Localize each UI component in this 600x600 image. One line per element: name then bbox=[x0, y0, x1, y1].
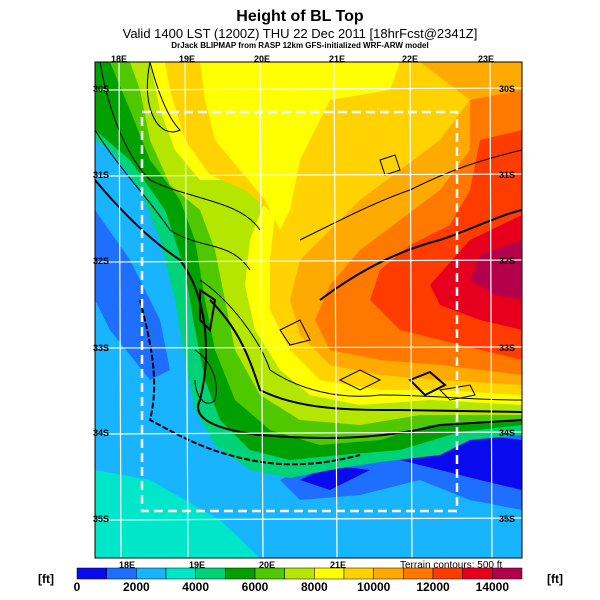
colorbar-segment bbox=[284, 567, 315, 580]
colorbar-unit-right: [ft] bbox=[547, 572, 563, 586]
lat-label-left: 35S bbox=[92, 514, 110, 524]
inner-domain-boundary bbox=[140, 110, 459, 513]
colorbar-segment bbox=[343, 567, 374, 580]
valid-time-subtitle: Valid 1400 LST (1200Z) THU 22 Dec 2011 [… bbox=[122, 26, 478, 41]
colorbar-segment bbox=[136, 567, 167, 580]
lat-label-right: 33S bbox=[498, 343, 516, 353]
model-credit: DrJack BLIPMAP from RASP 12km GFS-initia… bbox=[171, 41, 429, 50]
lon-label-top: 23E bbox=[477, 54, 495, 64]
colorbar-segment bbox=[225, 567, 256, 580]
lat-label-left: 32S bbox=[92, 256, 110, 266]
colorbar-tick-label: 12000 bbox=[416, 580, 450, 594]
colorbar-tick-label: 2000 bbox=[122, 580, 150, 594]
lon-label-bottom: 19E bbox=[188, 560, 206, 570]
terrain-contours bbox=[95, 62, 522, 466]
deep-ocean-blue bbox=[95, 210, 522, 510]
colorbar bbox=[76, 567, 523, 580]
lon-label-top: 21E bbox=[328, 54, 346, 64]
colorbar-tick-label: 4000 bbox=[182, 580, 210, 594]
colorbar-unit-left: [ft] bbox=[38, 572, 54, 586]
lat-label-left: 30S bbox=[92, 84, 110, 94]
lon-label-top: 22E bbox=[401, 54, 419, 64]
lat-label-left: 33S bbox=[92, 343, 110, 353]
colorbar-segment bbox=[76, 567, 107, 580]
lat-label-left: 31S bbox=[92, 170, 110, 180]
lon-label-top: 18E bbox=[110, 54, 128, 64]
colorbar-tick-label: 0 bbox=[73, 580, 81, 594]
colorbar-segment bbox=[492, 567, 523, 580]
lat-label-right: 32S bbox=[498, 256, 516, 266]
colorbar-tick-label: 8000 bbox=[300, 580, 328, 594]
lat-label-right: 34S bbox=[498, 428, 516, 438]
turquoise-offshore bbox=[95, 470, 260, 558]
land-maroon bbox=[470, 240, 522, 300]
land-yellow-inner bbox=[200, 62, 400, 230]
lon-label-bottom: 21E bbox=[329, 560, 347, 570]
colorbar-segment bbox=[373, 567, 404, 580]
terrain-contour-note: Terrain contours: 500 ft bbox=[400, 560, 503, 571]
lat-label-right: 30S bbox=[498, 84, 516, 94]
deepest-ocean-blue bbox=[300, 435, 522, 490]
lon-label-top: 19E bbox=[178, 54, 196, 64]
lat-label-right: 35S bbox=[498, 514, 516, 524]
colorbar-tick-label: 6000 bbox=[241, 580, 269, 594]
lat-label-right: 31S bbox=[498, 170, 516, 180]
lon-label-top: 20E bbox=[253, 54, 271, 64]
colorbar-tick-label: 10000 bbox=[356, 580, 391, 594]
lat-lon-grid bbox=[95, 62, 522, 558]
lat-label-left: 34S bbox=[92, 428, 110, 438]
map-title: Height of BL Top bbox=[236, 8, 364, 25]
lon-label-bottom: 20E bbox=[258, 560, 276, 570]
colorbar-tick-label: 14000 bbox=[475, 580, 510, 594]
lon-label-bottom: 18E bbox=[118, 560, 136, 570]
